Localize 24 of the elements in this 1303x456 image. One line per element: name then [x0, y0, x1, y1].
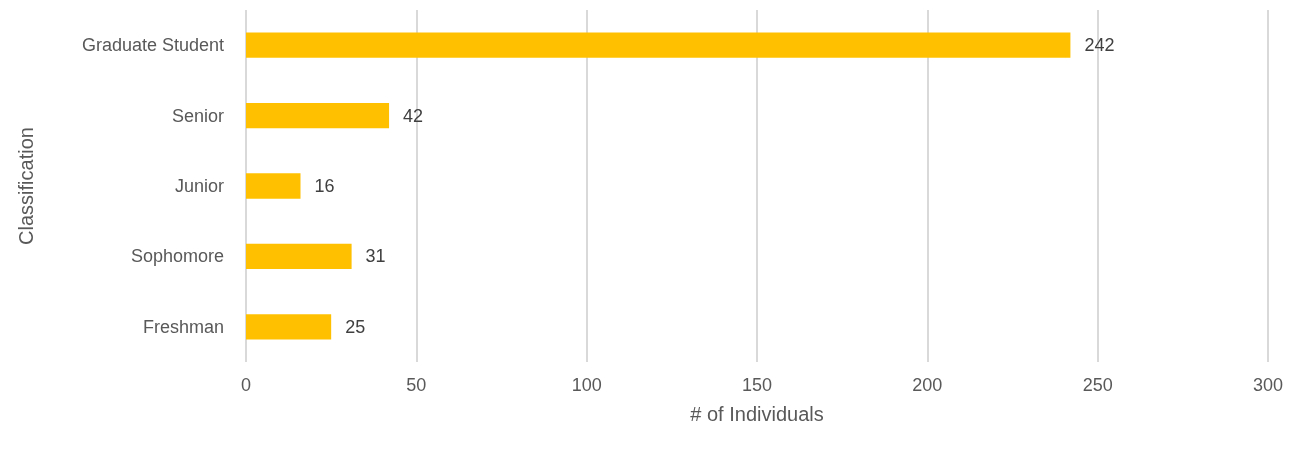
data-label: 42 — [403, 105, 424, 126]
x-tick-label: 300 — [1252, 375, 1284, 395]
x-tick-label: 250 — [1082, 375, 1113, 395]
x-tick-label: 100 — [571, 375, 602, 395]
bar — [246, 102, 390, 129]
bar — [246, 314, 332, 340]
y-tick-label: Freshman — [142, 316, 224, 337]
x-tick-label: 200 — [912, 375, 943, 395]
bar — [246, 173, 301, 199]
y-tick-label: Sophomore — [130, 246, 224, 267]
bar — [246, 32, 1071, 58]
y-tick-label: Senior — [171, 105, 225, 126]
data-label: 16 — [314, 176, 335, 196]
y-tick-label: Graduate Student — [81, 35, 224, 56]
data-label: 31 — [365, 246, 386, 267]
y-axis-title: Classification — [15, 127, 37, 245]
data-label: 25 — [345, 316, 366, 337]
bar — [246, 243, 352, 270]
x-tick-label: 50 — [406, 375, 427, 395]
x-axis-title: # of Individuals — [690, 403, 824, 425]
y-tick-label: Junior — [174, 176, 224, 196]
x-tick-label: 150 — [741, 375, 773, 395]
data-label: 242 — [1084, 35, 1115, 56]
x-tick-label: 0 — [240, 375, 252, 395]
